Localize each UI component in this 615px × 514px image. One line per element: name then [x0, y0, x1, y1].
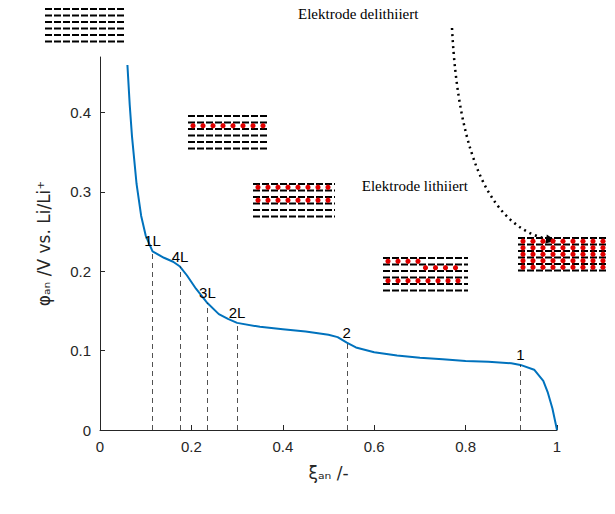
svg-text:0.4: 0.4 [272, 438, 293, 455]
svg-text:ξₐₙ /-: ξₐₙ /- [308, 463, 348, 483]
svg-text:0.4: 0.4 [70, 104, 91, 121]
svg-text:0.1: 0.1 [70, 342, 91, 359]
svg-text:4L: 4L [172, 248, 189, 265]
svg-text:Elektrode delithiiert: Elektrode delithiiert [298, 6, 419, 22]
svg-text:0.8: 0.8 [455, 438, 476, 455]
svg-text:2L: 2L [229, 304, 246, 321]
svg-text:Elektrode lithiiert: Elektrode lithiiert [362, 178, 469, 194]
svg-text:0: 0 [83, 422, 91, 439]
svg-text:0: 0 [96, 438, 104, 455]
svg-text:1L: 1L [144, 232, 161, 249]
svg-text:1: 1 [553, 438, 561, 455]
svg-text:0.6: 0.6 [364, 438, 385, 455]
svg-text:0.2: 0.2 [70, 263, 91, 280]
svg-text:0.2: 0.2 [181, 438, 202, 455]
svg-text:3L: 3L [199, 284, 216, 301]
svg-text:φₐₙ /V vs. Li/Li⁺: φₐₙ /V vs. Li/Li⁺ [34, 181, 54, 307]
svg-text:1: 1 [516, 346, 524, 363]
svg-text:2: 2 [343, 324, 351, 341]
svg-text:0.3: 0.3 [70, 183, 91, 200]
